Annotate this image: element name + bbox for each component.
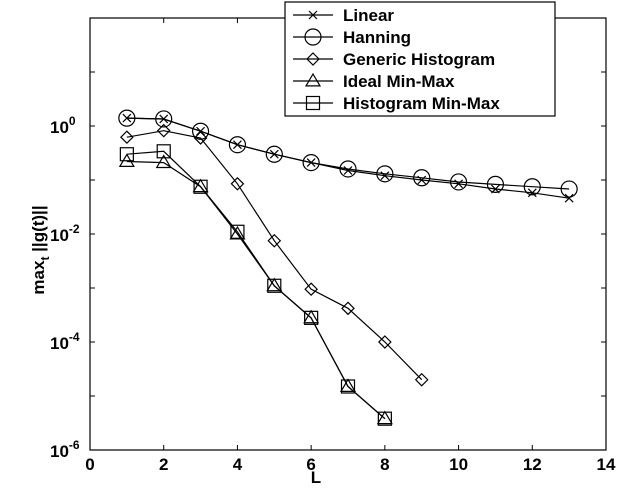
legend-label: Hanning bbox=[343, 28, 411, 47]
data-point bbox=[341, 301, 355, 316]
data-point bbox=[527, 188, 537, 198]
data-point bbox=[560, 180, 578, 198]
data-point bbox=[156, 123, 171, 138]
series-line bbox=[126, 130, 423, 381]
data-point bbox=[376, 410, 393, 425]
y-tick-exponent: -2 bbox=[69, 222, 80, 236]
series-line bbox=[126, 150, 386, 420]
data-point bbox=[193, 179, 208, 194]
y-tick-base: 10 bbox=[50, 334, 69, 353]
data-point bbox=[156, 144, 171, 159]
data-point bbox=[155, 110, 173, 128]
series-hanning bbox=[118, 109, 578, 198]
legend-label: Generic Histogram bbox=[343, 50, 495, 69]
series-ideal-min-max bbox=[118, 153, 393, 425]
data-point bbox=[564, 193, 574, 203]
data-point bbox=[118, 109, 136, 127]
x-tick-label: 2 bbox=[159, 455, 168, 474]
data-point bbox=[340, 379, 356, 394]
y-axis-title-rest: ||g(t)|| bbox=[29, 205, 48, 256]
data-point bbox=[486, 175, 505, 193]
data-point bbox=[304, 310, 319, 325]
x-tick-label: 10 bbox=[449, 455, 468, 474]
x-tick-label: 6 bbox=[306, 455, 315, 474]
legend: Linear Hanning Generic Histogram Ideal Min-… bbox=[284, 1, 556, 117]
legend-entry: Hanning bbox=[293, 28, 411, 47]
data-point bbox=[228, 136, 247, 154]
series-generic-histogram bbox=[120, 123, 429, 387]
axis-titles: L maxt ||g(t)|| bbox=[29, 205, 321, 487]
data-point bbox=[229, 225, 246, 240]
legend-marker bbox=[304, 28, 322, 46]
data-point bbox=[193, 131, 208, 145]
y-tick-exponent: -6 bbox=[69, 438, 80, 452]
y-tick-base: 10 bbox=[50, 442, 69, 461]
data-point bbox=[378, 335, 392, 349]
y-tick-label: 10-2 bbox=[50, 222, 80, 245]
y-tick-label: 10-6 bbox=[50, 438, 80, 461]
legend-marker bbox=[306, 52, 320, 66]
data-point bbox=[523, 178, 541, 196]
data-point bbox=[192, 178, 209, 193]
x-tick-label: 8 bbox=[380, 455, 389, 474]
data-point bbox=[267, 233, 282, 248]
data-point bbox=[343, 166, 353, 175]
legend-label: Linear bbox=[343, 6, 394, 25]
y-tick-exponent: 0 bbox=[69, 114, 76, 128]
legend-entry: Generic Histogram bbox=[293, 50, 495, 69]
data-point bbox=[339, 160, 357, 178]
data-point bbox=[304, 282, 318, 297]
legend-marker bbox=[308, 10, 318, 20]
legend-entry: Linear bbox=[293, 6, 394, 25]
x-axis-title: L bbox=[311, 468, 321, 487]
data-point bbox=[413, 169, 431, 187]
data-point bbox=[303, 309, 320, 324]
data-point bbox=[120, 130, 134, 145]
legend-entry: Ideal Min-Max bbox=[293, 72, 455, 91]
data-point bbox=[155, 154, 172, 169]
x-tick-label: 12 bbox=[523, 455, 542, 474]
y-axis-title-sub: t bbox=[38, 257, 52, 261]
legend-label: Ideal Min-Max bbox=[343, 72, 455, 91]
legend-marker bbox=[304, 72, 322, 87]
data-point bbox=[302, 154, 320, 172]
data-point bbox=[191, 122, 210, 140]
data-point bbox=[122, 113, 132, 123]
data-point bbox=[414, 372, 429, 387]
legend-entry: Histogram Min-Max bbox=[293, 94, 500, 113]
data-point bbox=[376, 165, 394, 183]
data-point bbox=[266, 277, 283, 292]
x-tick-label: 4 bbox=[233, 455, 243, 474]
y-tick-exponent: -4 bbox=[69, 330, 80, 344]
data-point bbox=[230, 224, 245, 239]
data-point bbox=[119, 147, 134, 162]
data-point bbox=[339, 378, 357, 392]
legend-label: Histogram Min-Max bbox=[343, 94, 500, 113]
series-histogram-min-max bbox=[119, 144, 392, 426]
data-point bbox=[230, 176, 245, 191]
data-point bbox=[377, 411, 392, 426]
data-point bbox=[449, 173, 468, 191]
y-tick-base: 10 bbox=[50, 226, 69, 245]
y-axis-title: maxt ||g(t)|| bbox=[29, 205, 52, 294]
x-tick-label: 14 bbox=[597, 455, 616, 474]
y-axis-title-main: max bbox=[29, 260, 48, 295]
y-tick-label: 10-4 bbox=[50, 330, 80, 353]
series-group bbox=[118, 109, 578, 426]
y-tick-label: 100 bbox=[50, 114, 76, 137]
y-tick-base: 10 bbox=[50, 118, 69, 137]
data-point bbox=[267, 278, 282, 293]
legend-marker bbox=[305, 95, 321, 111]
data-point bbox=[265, 145, 283, 163]
x-tick-label: 0 bbox=[85, 455, 94, 474]
